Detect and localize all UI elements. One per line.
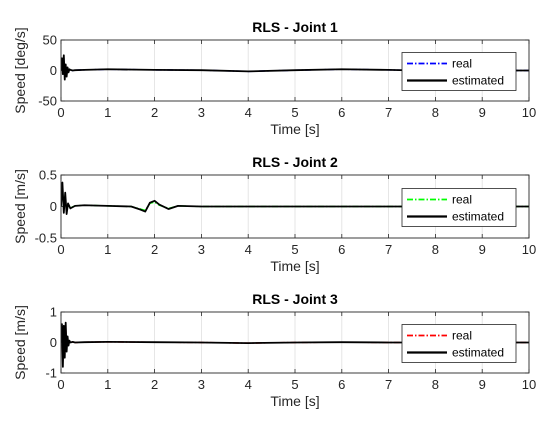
legend: real estimated [401, 324, 517, 363]
x-tick-label: 4 [245, 105, 252, 120]
x-tick-label: 9 [479, 242, 486, 257]
x-tick-label: 5 [291, 105, 298, 120]
x-tick-label: 8 [432, 377, 439, 392]
legend-label-estimated: estimated [452, 74, 504, 88]
x-tick-label: 2 [151, 242, 158, 257]
chart-title: RLS - Joint 3 [252, 291, 338, 307]
x-tick-label: 4 [245, 377, 252, 392]
x-tick-label: 0 [57, 105, 64, 120]
chart-title: RLS - Joint 1 [252, 19, 338, 35]
x-axis-label: Time [s] [270, 258, 319, 274]
axes-box [60, 311, 530, 374]
legend-label-real: real [452, 329, 472, 343]
x-tick-label: 8 [432, 242, 439, 257]
x-tick-label: 6 [338, 377, 345, 392]
y-tick-label: -0.5 [35, 231, 57, 246]
legend-label-estimated: estimated [452, 210, 504, 224]
x-tick-label: 3 [198, 242, 205, 257]
y-axis-label: Speed [m/s] [12, 169, 28, 244]
x-tick-label: 1 [104, 377, 111, 392]
x-tick-label: 5 [291, 377, 298, 392]
y-tick-label: -1 [45, 366, 57, 381]
x-tick-label: 0 [57, 377, 64, 392]
x-tick-label: 6 [338, 242, 345, 257]
x-tick-label: 7 [385, 105, 392, 120]
x-tick-label: 9 [479, 377, 486, 392]
x-tick-label: 1 [104, 242, 111, 257]
series-line-estimated [61, 321, 529, 368]
y-tick-label: -50 [38, 94, 57, 109]
x-tick-label: 4 [245, 242, 252, 257]
legend-label-real: real [452, 193, 472, 207]
x-axis-label: Time [s] [270, 121, 319, 137]
x-tick-label: 7 [385, 242, 392, 257]
axes-box [60, 174, 530, 239]
axes-box [60, 39, 530, 102]
x-tick-label: 3 [198, 105, 205, 120]
legend-label-estimated: estimated [452, 346, 504, 360]
x-tick-label: 5 [291, 242, 298, 257]
series-line-estimated [61, 54, 529, 81]
y-tick-label: 0 [50, 335, 57, 350]
x-tick-label: 6 [338, 105, 345, 120]
y-tick-label: 0 [50, 199, 57, 214]
x-axis-label: Time [s] [270, 393, 319, 409]
y-tick-label: 0 [50, 63, 57, 78]
x-tick-label: 2 [151, 377, 158, 392]
y-tick-label: 0.5 [39, 168, 57, 183]
x-tick-label: 3 [198, 377, 205, 392]
chart-title: RLS - Joint 2 [252, 154, 338, 170]
x-tick-label: 1 [104, 105, 111, 120]
y-tick-label: 50 [43, 33, 57, 48]
x-tick-label: 0 [57, 242, 64, 257]
legend-box [401, 188, 517, 227]
x-tick-label: 2 [151, 105, 158, 120]
x-tick-label: 8 [432, 105, 439, 120]
x-tick-label: 10 [522, 377, 536, 392]
legend-box [401, 324, 517, 363]
x-tick-label: 10 [522, 105, 536, 120]
legend: real estimated [401, 52, 517, 91]
legend-box [401, 52, 517, 91]
series-line-estimated [61, 181, 529, 215]
y-axis-label: Speed [deg/s] [12, 27, 28, 113]
y-axis-label: Speed [m/s] [12, 305, 28, 380]
legend-label-real: real [452, 57, 472, 71]
x-tick-label: 9 [479, 105, 486, 120]
y-tick-label: 1 [50, 305, 57, 320]
legend: real estimated [401, 188, 517, 227]
x-tick-label: 7 [385, 377, 392, 392]
x-tick-label: 10 [522, 242, 536, 257]
